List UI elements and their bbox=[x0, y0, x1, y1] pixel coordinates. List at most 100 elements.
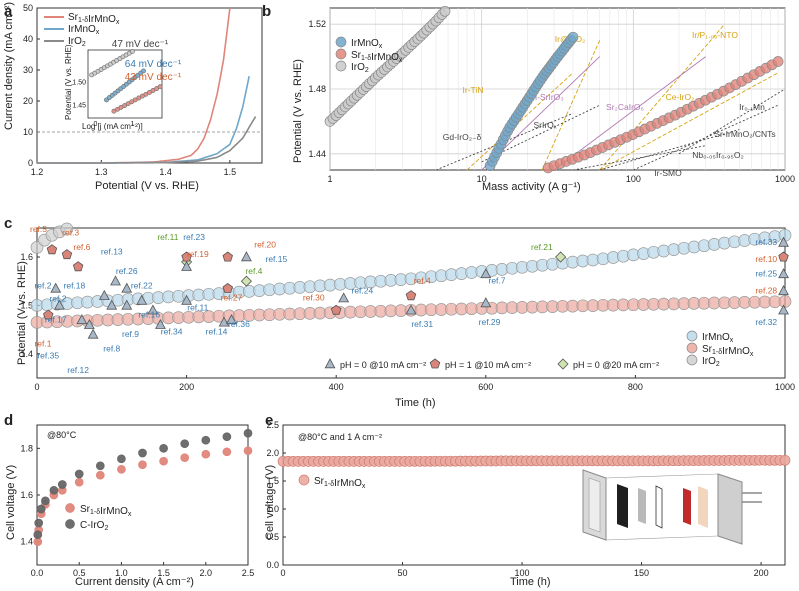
panel-b-letter: b bbox=[262, 3, 271, 20]
panel-c-ref-label: ref.1 bbox=[34, 339, 51, 349]
panel-a-ytick-label: 40 bbox=[23, 34, 33, 44]
panel-e-ytick-label: 1.0 bbox=[266, 504, 279, 514]
panel-c-ref-label: ref.17 bbox=[45, 314, 67, 324]
panel-b-ref-label: 6H-SrIrO₃ bbox=[526, 92, 563, 102]
panel-c-legend-label: IrMnOx bbox=[702, 332, 734, 344]
panel-c-marker-legend-label: pH = 0 @20 mA cm⁻² bbox=[573, 360, 659, 370]
panel-a-curve-2 bbox=[37, 116, 257, 164]
panel-d-point-Sr1-δIrMnOx bbox=[201, 449, 211, 459]
panel-e-xtick-label: 100 bbox=[515, 568, 530, 578]
panel-d-xtick-label: 2.0 bbox=[200, 568, 213, 578]
panel-b-ref-label: Ir-SMO bbox=[654, 168, 682, 178]
panel-c-ref-label: ref.27 bbox=[221, 293, 243, 303]
panel-c-ref-label: ref.21 bbox=[531, 242, 553, 252]
panel-c-ref-marker bbox=[121, 282, 133, 293]
panel-a-xlabel: Potential (V vs. RHE) bbox=[95, 180, 199, 192]
panel-c-legend-label: IrO2 bbox=[702, 356, 720, 368]
panel-c-ref-label: ref.8 bbox=[103, 343, 120, 353]
anode-catalyst-layer bbox=[683, 488, 691, 525]
panel-c-ref-label: ref.24 bbox=[352, 285, 374, 295]
panel-a-xtick-label: 1.2 bbox=[31, 167, 44, 177]
panel-d-point-Sr1-δIrMnOx bbox=[95, 470, 105, 480]
membrane bbox=[655, 485, 663, 529]
panel-c-ref-label: ref.28 bbox=[755, 285, 777, 295]
panel-c-ref-marker bbox=[181, 260, 192, 271]
panel-d-point-C-IrO2 bbox=[117, 454, 126, 464]
panel-d-legend-label: C-IrO2 bbox=[80, 520, 108, 532]
panel-c-ref-marker bbox=[222, 251, 233, 262]
panel-c-ref-label: ref.25 bbox=[755, 268, 777, 278]
panel-c-ref-label: ref.9 bbox=[122, 329, 139, 339]
panel-c-ref-marker bbox=[338, 292, 350, 303]
panel-a-inset-point-Sr1-δIrMnOx bbox=[157, 84, 163, 90]
panel-c-xtick-label: 600 bbox=[478, 382, 493, 392]
panel-c-xlabel: Time (h) bbox=[395, 397, 436, 409]
panel-c-ref-marker bbox=[147, 304, 159, 315]
panel-b-ref-line bbox=[599, 129, 740, 171]
panel-c-ref-marker bbox=[43, 309, 54, 320]
panel-e-ytick-label: 2.0 bbox=[266, 448, 279, 458]
panel-c-ref-marker bbox=[110, 275, 121, 286]
panel-d-point-Sr1-δIrMnOx bbox=[74, 477, 84, 487]
panel-b-ref-line bbox=[435, 112, 574, 171]
panel-a-ylabel: Current density (mA cm⁻²) bbox=[3, 2, 15, 130]
panel-b-ref-label: Ir-TiN bbox=[463, 85, 484, 95]
panel-b-ref-label: Sr-IrMnO₂/CNTs bbox=[714, 129, 775, 139]
panel-e-ylabel: Cell voltage (V) bbox=[264, 465, 276, 540]
panel-c-ref-label: ref.12 bbox=[67, 365, 89, 375]
panel-b-xtick-label: 10 bbox=[477, 174, 487, 184]
panel-c-ref-label: ref.2 bbox=[34, 280, 51, 290]
panel-d-frame bbox=[36, 424, 249, 566]
panel-c-xtick-label: 800 bbox=[628, 382, 643, 392]
panel-b-point-IrMnOx bbox=[567, 31, 579, 43]
panel-d-point-C-IrO2 bbox=[243, 428, 253, 438]
panel-c-ref-label: ref.5 bbox=[30, 224, 47, 234]
panel-b-ytick-label: 1.48 bbox=[308, 84, 326, 94]
panel-d-condition: @80°C bbox=[47, 430, 77, 440]
panel-d-xtick-label: 1.0 bbox=[115, 568, 128, 578]
panel-c-ref-label: ref.31 bbox=[411, 319, 433, 329]
panel-c-marker-legend-symbol bbox=[557, 358, 569, 370]
panel-c-ref-label: ref.19 bbox=[187, 249, 209, 259]
gas-diffusion-layer-left bbox=[617, 484, 628, 528]
panel-d-legend-label: Sr1-δIrMnOx bbox=[80, 504, 132, 518]
panel-c-ref-label: ref.30 bbox=[303, 293, 325, 303]
panel-c-ylabel: Potential (V vs. RHE) bbox=[16, 261, 28, 365]
panel-d-xtick-label: 2.5 bbox=[242, 568, 255, 578]
panel-a-letter: a bbox=[4, 3, 13, 20]
panel-c-legend-label: Sr1-δIrMnOx bbox=[702, 344, 754, 358]
panel-c-legend-marker bbox=[686, 354, 698, 366]
panel-d-point-C-IrO2 bbox=[74, 469, 84, 479]
panel-e-ytick-label: 0.5 bbox=[266, 532, 279, 542]
panel-c-ref-marker bbox=[181, 294, 192, 305]
panel-e-xtick-label: 0 bbox=[280, 568, 285, 578]
panel-a-xtick-label: 1.4 bbox=[159, 167, 172, 177]
panel-a-ytick-label: 30 bbox=[23, 65, 33, 75]
panel-c-ref-label: ref.16 bbox=[138, 310, 160, 320]
panel-e-point bbox=[779, 454, 791, 466]
panel-b-point-Sr1-δIrMnOx bbox=[772, 56, 784, 67]
panel-c-ref-label: ref.14 bbox=[206, 326, 228, 336]
panel-b-legend-label: IrO2 bbox=[351, 62, 369, 74]
panel-a-inset-ylabel: Potential (V vs. RHE) bbox=[64, 44, 73, 120]
panel-a-inset-xtick: 0 bbox=[93, 121, 97, 128]
panel-c-ref-label: ref.33 bbox=[755, 237, 777, 247]
panel-c-ref-marker bbox=[405, 290, 417, 301]
panel-a-xtick-label: 1.3 bbox=[95, 167, 108, 177]
panel-c-ref-label: ref.2 bbox=[49, 294, 66, 304]
panel-a-tafel-slope: 47 mV dec⁻¹ bbox=[112, 39, 169, 50]
panel-b-legend-marker bbox=[335, 36, 347, 48]
panel-a-ytick-label: 50 bbox=[23, 3, 33, 13]
panel-a-ytick-label: 10 bbox=[23, 127, 33, 137]
panel-c-legend-marker bbox=[686, 342, 698, 354]
panel-c-ref-label: ref.18 bbox=[64, 280, 86, 290]
panel-d-point-C-IrO2 bbox=[138, 448, 147, 458]
panel-d-point-Sr1-δIrMnOx bbox=[117, 464, 126, 474]
panel-c-ref-marker bbox=[121, 299, 133, 310]
panel-c-ref-marker bbox=[181, 251, 192, 262]
panel-e-xtick-label: 50 bbox=[398, 568, 408, 578]
panel-c-ref-marker bbox=[106, 299, 118, 310]
panel-c-ref-marker bbox=[76, 314, 88, 325]
end-plate-right bbox=[717, 473, 743, 545]
